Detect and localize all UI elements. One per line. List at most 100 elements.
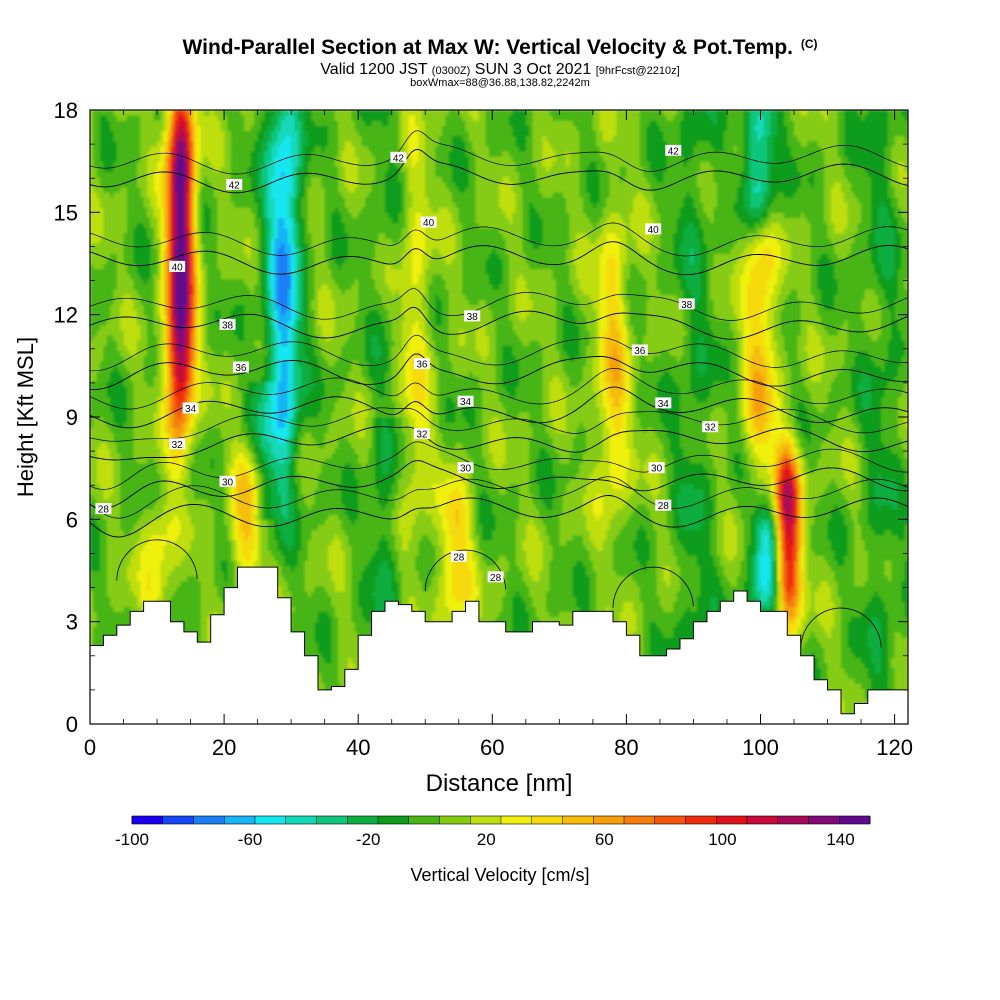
velocity-cell bbox=[110, 324, 115, 331]
velocity-cell bbox=[157, 473, 161, 479]
velocity-cell bbox=[180, 580, 185, 587]
velocity-cell bbox=[173, 156, 178, 162]
velocity-cell bbox=[214, 350, 218, 357]
velocity-cell bbox=[116, 171, 121, 178]
velocity-cell bbox=[177, 447, 182, 454]
velocity-cell bbox=[113, 626, 118, 633]
velocity-cell bbox=[180, 330, 185, 336]
velocity-cell bbox=[220, 309, 225, 316]
velocity-cell bbox=[190, 360, 195, 367]
velocity-cell bbox=[143, 299, 148, 306]
velocity-cell bbox=[197, 130, 202, 137]
velocity-cell bbox=[126, 283, 131, 290]
velocity-cell bbox=[103, 319, 108, 326]
velocity-cell bbox=[220, 555, 225, 561]
velocity-cell bbox=[96, 166, 101, 172]
velocity-cell bbox=[96, 606, 101, 613]
velocity-cell bbox=[140, 161, 145, 167]
velocity-cell bbox=[224, 570, 229, 577]
velocity-cell bbox=[90, 411, 94, 418]
velocity-cell bbox=[136, 330, 141, 336]
velocity-cell bbox=[170, 417, 175, 423]
velocity-cell bbox=[163, 360, 168, 367]
velocity-cell bbox=[167, 406, 172, 413]
velocity-cell bbox=[180, 125, 185, 132]
velocity-cell bbox=[214, 125, 218, 132]
velocity-cell bbox=[210, 186, 215, 193]
velocity-cell bbox=[123, 304, 128, 311]
velocity-cell bbox=[93, 166, 98, 172]
velocity-cell bbox=[214, 442, 218, 449]
velocity-cell bbox=[96, 621, 101, 628]
velocity-cell bbox=[110, 560, 115, 566]
velocity-cell bbox=[150, 166, 155, 172]
velocity-cell bbox=[207, 550, 212, 556]
velocity-cell bbox=[197, 376, 202, 382]
velocity-cell bbox=[177, 340, 182, 346]
velocity-cell bbox=[110, 145, 115, 152]
velocity-cell bbox=[110, 243, 115, 249]
velocity-cell bbox=[207, 309, 212, 316]
velocity-cell bbox=[170, 575, 175, 582]
velocity-cell bbox=[177, 524, 182, 531]
velocity-cell bbox=[106, 585, 111, 592]
velocity-cell bbox=[150, 115, 155, 121]
velocity-cell bbox=[214, 580, 218, 587]
velocity-cell bbox=[130, 544, 135, 551]
velocity-cell bbox=[173, 196, 178, 203]
velocity-cell bbox=[130, 237, 135, 244]
velocity-cell bbox=[193, 222, 198, 229]
velocity-cell bbox=[100, 330, 105, 336]
velocity-cell bbox=[136, 503, 141, 510]
velocity-cell bbox=[207, 575, 212, 582]
velocity-cell bbox=[143, 442, 148, 449]
velocity-cell bbox=[173, 463, 178, 469]
velocity-cell bbox=[210, 452, 215, 459]
velocity-cell bbox=[167, 457, 172, 464]
velocity-cell bbox=[167, 150, 172, 157]
velocity-cell bbox=[177, 483, 182, 490]
velocity-cell bbox=[183, 273, 188, 280]
velocity-cell bbox=[180, 161, 185, 167]
velocity-cell bbox=[217, 478, 222, 485]
velocity-cell bbox=[190, 590, 195, 597]
velocity-cell bbox=[163, 156, 168, 162]
velocity-cell bbox=[110, 345, 115, 352]
velocity-cell bbox=[167, 314, 172, 321]
velocity-cell bbox=[153, 391, 158, 398]
velocity-cell bbox=[163, 263, 168, 270]
velocity-cell bbox=[113, 401, 118, 408]
velocity-cell bbox=[224, 452, 229, 459]
velocity-cell bbox=[160, 212, 165, 219]
velocity-cell bbox=[180, 135, 185, 142]
velocity-cell bbox=[110, 299, 115, 306]
velocity-cell bbox=[217, 258, 222, 265]
velocity-cell bbox=[140, 570, 145, 577]
velocity-cell bbox=[123, 171, 128, 178]
velocity-cell bbox=[173, 473, 178, 479]
velocity-cell bbox=[214, 539, 218, 546]
velocity-cell bbox=[170, 324, 175, 331]
velocity-cell bbox=[173, 493, 178, 500]
velocity-cell bbox=[143, 447, 148, 454]
velocity-cell bbox=[100, 570, 105, 577]
velocity-cell bbox=[197, 606, 202, 613]
velocity-cell bbox=[136, 391, 141, 398]
velocity-cell bbox=[187, 570, 192, 577]
velocity-cell bbox=[153, 350, 158, 357]
velocity-cell bbox=[207, 447, 212, 454]
velocity-cell bbox=[136, 529, 141, 536]
velocity-cell bbox=[200, 186, 205, 193]
velocity-cell bbox=[187, 503, 192, 510]
velocity-cell bbox=[120, 396, 125, 403]
velocity-cell bbox=[136, 606, 141, 613]
velocity-cell bbox=[220, 166, 225, 172]
velocity-cell bbox=[224, 565, 229, 572]
velocity-cell bbox=[163, 417, 168, 423]
velocity-cell bbox=[200, 493, 205, 500]
velocity-cell bbox=[120, 135, 125, 142]
velocity-cell bbox=[140, 381, 145, 387]
velocity-cell bbox=[193, 299, 198, 306]
velocity-cell bbox=[116, 268, 121, 275]
velocity-cell bbox=[173, 478, 178, 485]
